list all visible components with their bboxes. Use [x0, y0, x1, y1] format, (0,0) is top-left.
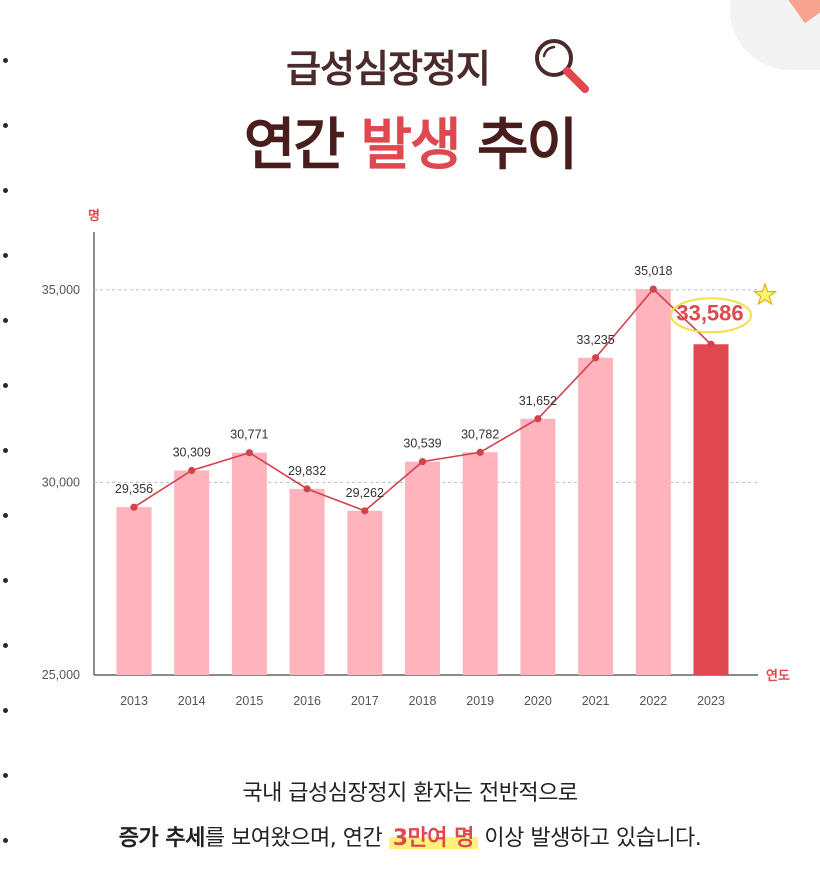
dot — [3, 383, 8, 388]
dot — [3, 773, 8, 778]
data-label: 30,309 — [173, 445, 211, 459]
x-tick-label: 2020 — [524, 694, 552, 708]
bar — [174, 470, 210, 675]
x-tick-label: 2017 — [351, 694, 379, 708]
data-point — [707, 340, 715, 348]
y-axis-label: 명 — [88, 208, 100, 224]
title-prefix: 연간 — [243, 113, 345, 178]
caption-end-text: 이상 발생하고 있습니다. — [477, 826, 702, 851]
highlight-circle — [670, 297, 752, 334]
decorative-dots — [0, 0, 14, 880]
x-tick-label: 2016 — [293, 694, 321, 708]
bar — [289, 488, 325, 675]
data-point — [188, 466, 196, 475]
y-tick-label: 25,000 — [42, 668, 80, 682]
data-label: 31,652 — [519, 394, 557, 408]
caption-line-2: 증가 추세를 보여왔으며, 연간 3만여 명 이상 발생하고 있습니다. — [0, 820, 820, 852]
data-label: 29,262 — [346, 486, 384, 500]
bar — [405, 461, 440, 675]
x-axis-label: 연도 — [766, 669, 790, 684]
bar — [520, 418, 556, 675]
data-point — [361, 507, 369, 515]
dot — [3, 578, 8, 583]
x-tick-label: 2023 — [697, 694, 725, 708]
y-tick-label: 35,000 — [42, 283, 80, 297]
star-icon — [752, 282, 778, 306]
bar — [635, 289, 671, 675]
caption-line-1: 국내 급성심장정지 환자는 전반적으로 — [0, 775, 820, 807]
dot — [3, 838, 8, 843]
x-tick-label: 2014 — [178, 694, 206, 708]
caption-line-1-text: 국내 급성심장정지 환자는 전반적으로 — [242, 781, 578, 806]
data-label: 30,539 — [403, 437, 441, 451]
x-tick-label: 2019 — [466, 694, 494, 708]
bar — [693, 344, 729, 675]
x-tick-label: 2015 — [235, 694, 263, 708]
bar — [347, 510, 383, 675]
caption-emphasis: 증가 추세 — [118, 826, 206, 851]
data-label: 33,235 — [576, 333, 614, 347]
data-label: 35,018 — [634, 264, 672, 278]
magnifier-icon — [535, 39, 589, 93]
x-tick-label: 2018 — [409, 694, 437, 708]
data-point — [476, 448, 484, 456]
bar — [116, 507, 152, 675]
data-point — [418, 458, 427, 466]
dot — [3, 253, 8, 258]
data-point — [303, 485, 311, 493]
data-point — [130, 503, 138, 511]
data-label-highlight: 33,586 — [676, 300, 743, 325]
page-title: 연간 발생 추이 — [0, 100, 820, 181]
data-label: 29,832 — [288, 464, 326, 478]
x-tick-label: 2022 — [639, 694, 667, 708]
bar-chart: 명 연도 25,000 30,000 35,000 2013 2014 2015 2016… — [42, 208, 790, 708]
data-point — [649, 285, 657, 293]
caption-mid-text: 를 보여왔으며, 연간 — [204, 826, 389, 851]
data-label: 30,771 — [230, 428, 268, 442]
dot — [3, 448, 8, 453]
data-label: 29,356 — [115, 482, 153, 496]
title-accent: 발생 — [360, 113, 461, 178]
title-suffix: 추이 — [477, 113, 578, 178]
bar — [231, 452, 267, 675]
x-tick-label: 2021 — [582, 694, 610, 708]
dot — [3, 708, 8, 713]
dot — [3, 188, 8, 193]
dot — [3, 58, 8, 63]
x-tick-label: 2013 — [120, 694, 148, 708]
dot — [3, 123, 8, 128]
bar — [462, 452, 498, 675]
caption-highlight: 3만여 명 — [388, 826, 478, 851]
data-point — [245, 449, 253, 457]
data-point — [534, 415, 542, 423]
title-subject: 급성심장정지 — [0, 38, 820, 93]
y-tick-label: 30,000 — [42, 475, 80, 489]
title-subject-text: 급성심장정지 — [286, 47, 491, 91]
dot — [3, 513, 8, 518]
data-label: 30,782 — [461, 427, 499, 441]
dot — [3, 318, 8, 323]
dot — [3, 643, 8, 648]
data-point — [592, 354, 600, 362]
bar — [578, 357, 614, 675]
